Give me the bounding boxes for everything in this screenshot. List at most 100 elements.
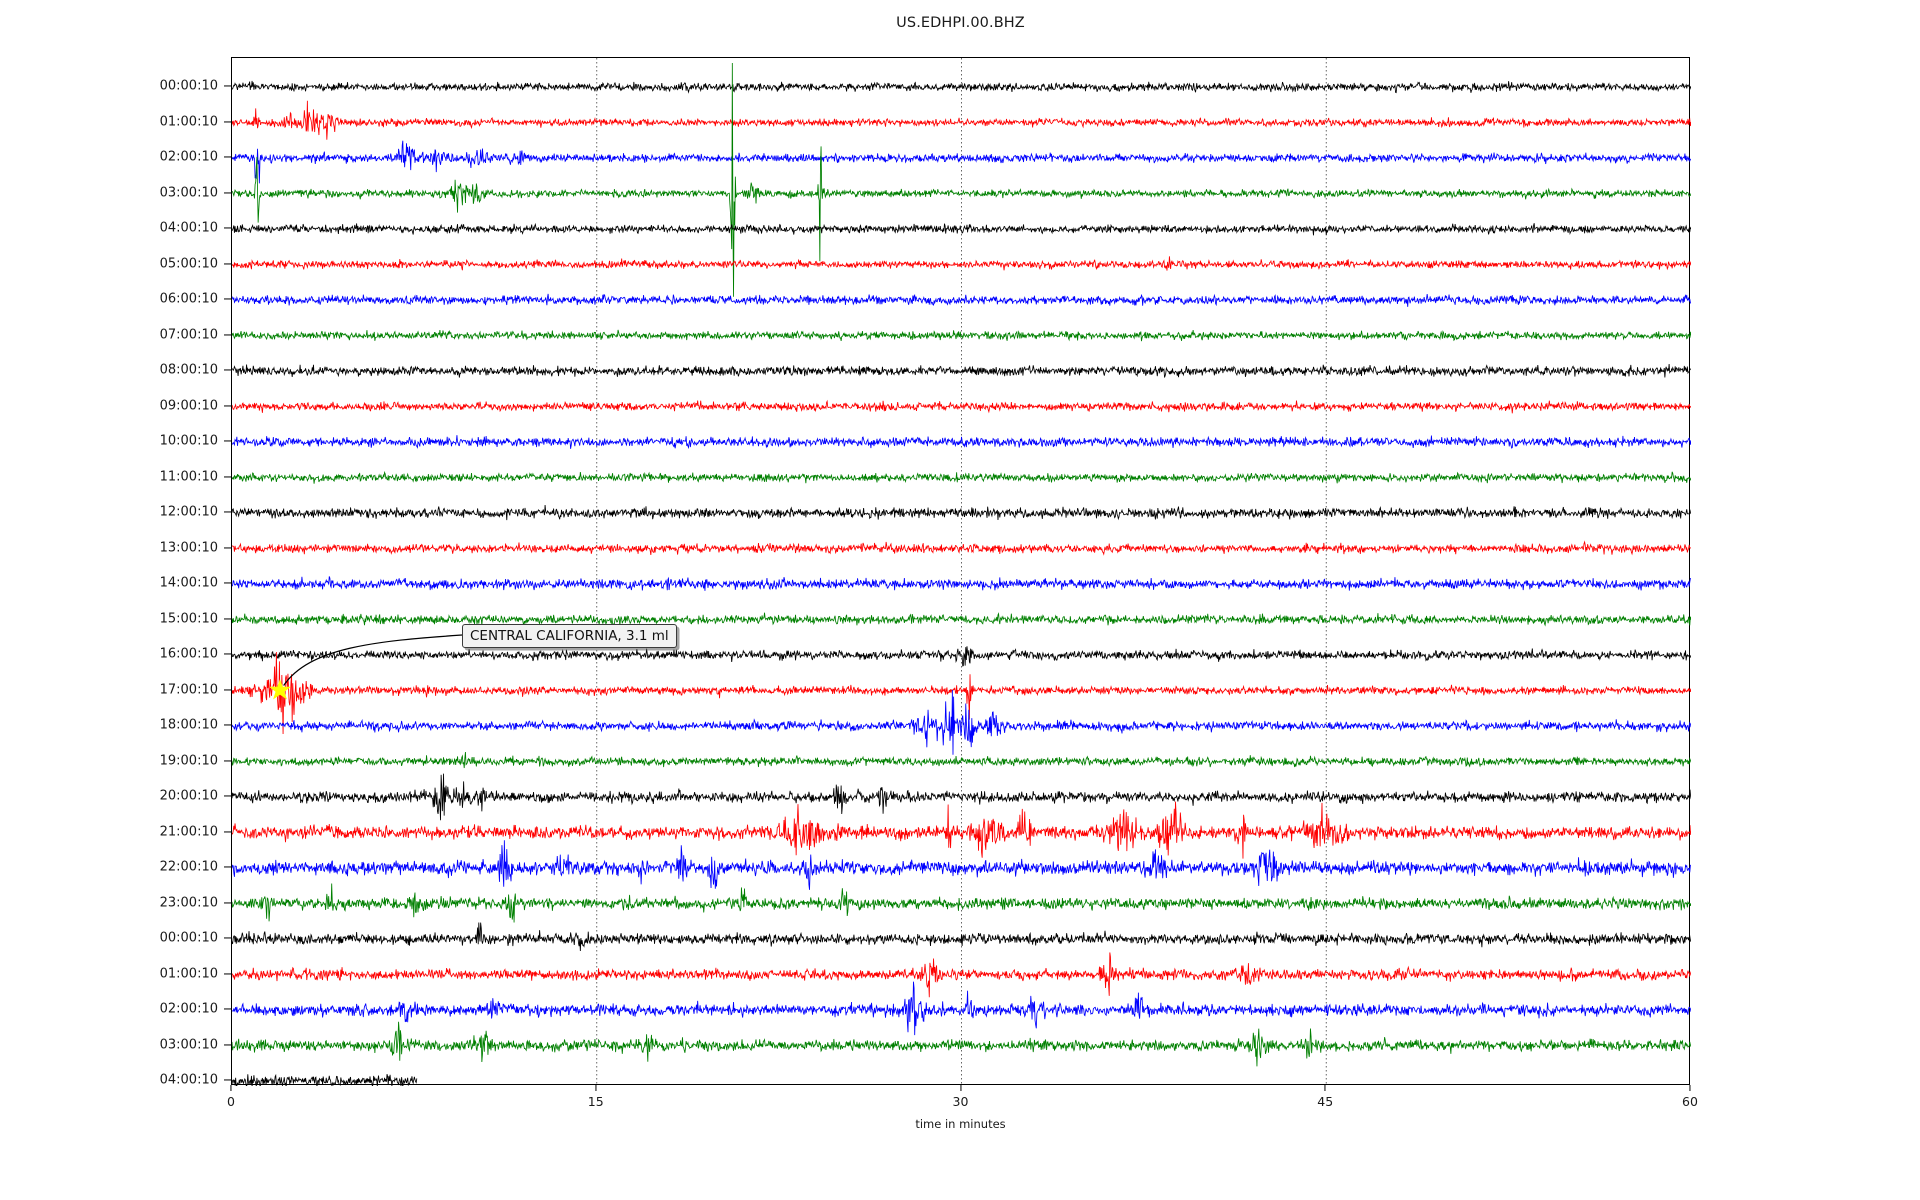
x-tick-mark [595, 1085, 597, 1091]
y-tick-label: 20:00:10 [159, 788, 218, 804]
y-tick-label: 21:00:10 [159, 824, 218, 839]
y-tick-mark [224, 440, 231, 442]
trace-line [232, 840, 1691, 890]
x-axis-labels: 0 15 30 45 60 [227, 1085, 1698, 1125]
y-tick-label: 15:00:10 [159, 611, 218, 626]
trace-line [232, 505, 1691, 521]
y-tick-label: 02:00:10 [159, 149, 218, 165]
y-tick-label: 22:00:10 [159, 859, 218, 875]
trace-line [232, 62, 1691, 297]
x-axis-title: time in minutes [915, 1117, 1006, 1131]
y-tick-mark [224, 653, 231, 655]
y-tick-mark [224, 546, 231, 549]
y-tick-label: 16:00:10 [159, 646, 218, 662]
y-tick-mark [224, 759, 231, 762]
y-tick-mark [224, 795, 231, 797]
x-tick-label: 60 [1682, 1094, 1698, 1109]
y-tick-mark [224, 85, 231, 87]
y-tick-mark [224, 866, 231, 868]
y-tick-label: 00:00:10 [159, 78, 218, 94]
y-tick-mark [224, 1008, 231, 1010]
trace-line [232, 752, 1691, 769]
trace-line [232, 399, 1691, 414]
y-tick-label: 01:00:10 [159, 966, 218, 981]
trace-line [232, 435, 1691, 450]
y-tick-label: 07:00:10 [159, 327, 218, 342]
y-tick-label: 19:00:10 [159, 753, 218, 768]
y-tick-label: 14:00:10 [159, 575, 218, 591]
trace-line [232, 952, 1691, 998]
x-tick-mark [230, 1085, 232, 1091]
trace-line [232, 363, 1691, 378]
y-tick-label: 04:00:10 [159, 1072, 218, 1088]
trace-line [232, 651, 1691, 735]
earthquake-star-marker[interactable] [268, 678, 291, 705]
y-tick-mark [224, 262, 231, 265]
trace-line [232, 612, 1691, 627]
y-tick-label: 02:00:10 [159, 1001, 218, 1017]
trace-line [232, 470, 1691, 484]
x-tick-mark [1324, 1085, 1326, 1091]
y-tick-label: 18:00:10 [159, 717, 218, 733]
y-tick-mark [224, 298, 231, 300]
y-tick-mark [224, 830, 231, 833]
y-tick-mark [224, 511, 231, 513]
trace-line [232, 80, 1691, 94]
y-tick-label: 03:00:10 [159, 185, 218, 200]
trace-line [232, 140, 1691, 184]
trace-line [232, 222, 1691, 236]
y-tick-mark [224, 582, 231, 584]
plot-area [231, 57, 1691, 1086]
trace-line [232, 1073, 418, 1086]
y-tick-mark [224, 156, 231, 158]
y-tick-label: 11:00:10 [159, 469, 218, 484]
y-tick-label: 08:00:10 [159, 362, 218, 378]
trace-line [232, 576, 1691, 591]
y-tick-label: 04:00:10 [159, 220, 218, 236]
trace-line [232, 689, 1691, 755]
y-tick-label: 10:00:10 [159, 433, 218, 449]
trace-line [232, 883, 1691, 923]
trace-line [232, 1021, 1691, 1067]
y-tick-mark [224, 724, 231, 726]
y-tick-label: 03:00:10 [159, 1037, 218, 1052]
trace-line [232, 329, 1691, 342]
y-tick-mark [224, 191, 231, 194]
y-tick-label: 17:00:10 [159, 682, 218, 697]
trace-line [232, 100, 1691, 140]
page-title: US.EDHPI.00.BHZ [896, 15, 1025, 31]
y-tick-mark [224, 617, 231, 620]
seismic-traces [232, 58, 1691, 1086]
trace-line [232, 540, 1691, 556]
y-tick-label: 12:00:10 [159, 504, 218, 520]
y-tick-mark [224, 404, 231, 407]
trace-line [232, 773, 1691, 821]
y-tick-label: 01:00:10 [159, 114, 218, 129]
y-tick-mark [224, 475, 231, 478]
x-tick-mark [959, 1085, 962, 1091]
x-tick-label: 30 [952, 1094, 969, 1109]
trace-line [232, 801, 1691, 859]
x-tick-label: 15 [587, 1094, 604, 1109]
y-tick-label: 13:00:10 [159, 540, 218, 555]
y-tick-label: 23:00:10 [159, 895, 218, 910]
event-annotation-label[interactable]: CENTRAL CALIFORNIA, 3.1 ml [462, 624, 677, 648]
y-tick-mark [224, 972, 231, 975]
y-tick-mark [224, 901, 231, 904]
y-tick-label: 00:00:10 [159, 930, 218, 946]
y-axis-labels: 00:00:10 01:00:10 02:00:10 03:00:10 04:00:10… [0, 57, 231, 1088]
y-tick-mark [224, 1079, 231, 1081]
y-tick-label: 09:00:10 [159, 398, 218, 413]
trace-line [232, 981, 1691, 1036]
y-tick-mark [224, 1043, 231, 1046]
trace-line [232, 256, 1691, 271]
x-tick-label: 0 [227, 1094, 235, 1109]
y-tick-mark [224, 227, 231, 229]
x-tick-label: 45 [1317, 1094, 1334, 1109]
y-tick-label: 06:00:10 [159, 291, 218, 307]
y-tick-mark [224, 333, 231, 336]
x-tick-mark [1689, 1085, 1691, 1091]
trace-line [232, 293, 1691, 307]
y-tick-label: 05:00:10 [159, 256, 218, 271]
